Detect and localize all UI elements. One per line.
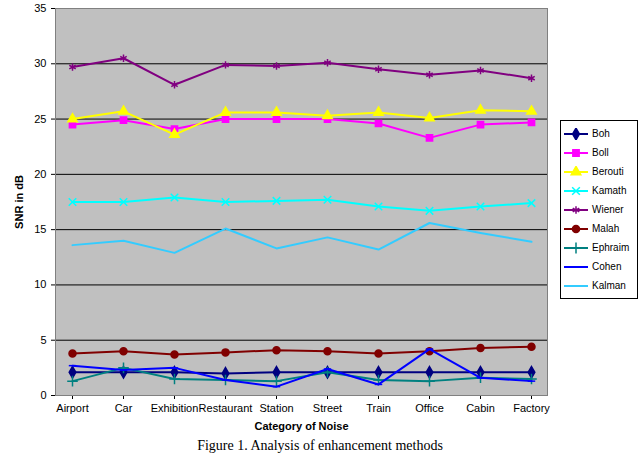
svg-text:Cabin: Cabin bbox=[466, 402, 495, 414]
svg-text:5: 5 bbox=[40, 334, 46, 346]
html-text:Malah: Malah bbox=[592, 223, 620, 234]
svg-text:20: 20 bbox=[34, 168, 46, 180]
html-text:Boh: Boh bbox=[592, 128, 610, 139]
html-text:Cohen: Cohen bbox=[592, 261, 622, 272]
svg-text:SNR in dB: SNR in dB bbox=[13, 175, 25, 229]
svg-text:Exhibition: Exhibition bbox=[151, 402, 199, 414]
svg-text:Street: Street bbox=[313, 402, 342, 414]
svg-text:Airport: Airport bbox=[56, 402, 88, 414]
html-text:Wiener: Wiener bbox=[592, 204, 624, 215]
html-text:Boll: Boll bbox=[592, 147, 609, 158]
svg-text:Car: Car bbox=[115, 402, 133, 414]
svg-text:Office: Office bbox=[415, 402, 444, 414]
html-text:Kalman: Kalman bbox=[592, 280, 626, 291]
html-text:Ephraim: Ephraim bbox=[592, 242, 630, 253]
svg-text:10: 10 bbox=[34, 278, 46, 290]
svg-text:0: 0 bbox=[40, 389, 46, 401]
html-text:Berouti: Berouti bbox=[592, 166, 624, 177]
svg-text:Category of Noise: Category of Noise bbox=[254, 420, 348, 432]
html-text:Figure 1. Analysis of enhancem: Figure 1. Analysis of enhancement method… bbox=[197, 438, 443, 453]
svg-text:25: 25 bbox=[34, 113, 46, 125]
svg-text:30: 30 bbox=[34, 57, 46, 69]
svg-text:15: 15 bbox=[34, 223, 46, 235]
html-text:Kamath: Kamath bbox=[592, 185, 627, 196]
svg-text:Restaurant: Restaurant bbox=[199, 402, 253, 414]
svg-text:Train: Train bbox=[366, 402, 391, 414]
svg-text:Factory: Factory bbox=[513, 402, 550, 414]
svg-text:Station: Station bbox=[259, 402, 293, 414]
svg-text:35: 35 bbox=[34, 2, 46, 14]
